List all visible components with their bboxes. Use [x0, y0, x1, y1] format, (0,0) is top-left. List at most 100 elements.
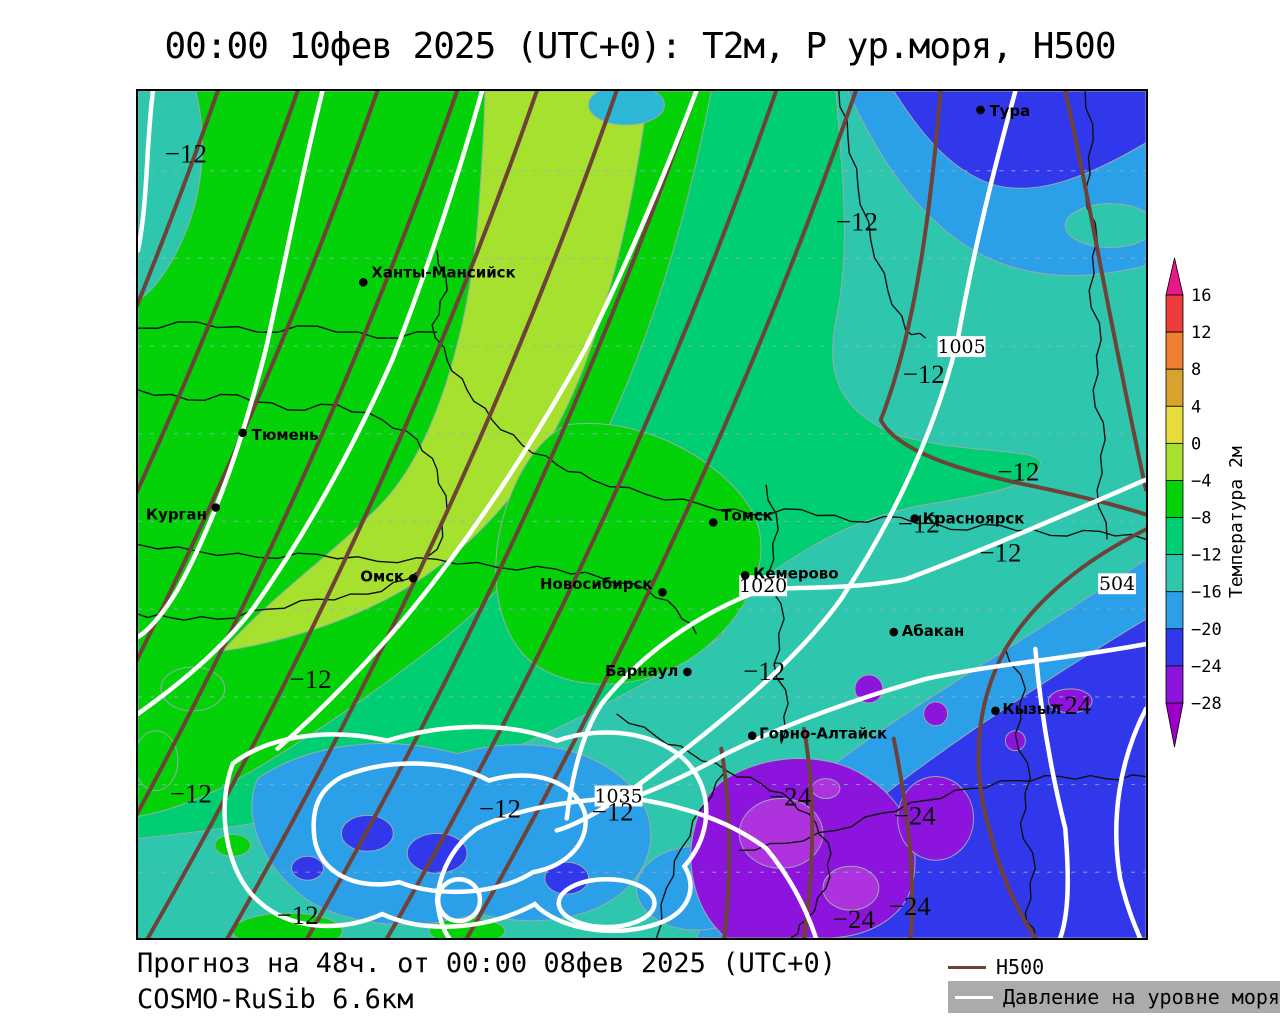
city-label: Горно-Алтайск — [759, 725, 887, 743]
h500-legend-label: H500 — [996, 955, 1045, 979]
isotherm-label: −12 — [289, 664, 331, 694]
city-label: Тюмень — [252, 426, 319, 444]
colorbar-segment — [1165, 331, 1184, 370]
colorbar-tick-label: −20 — [1191, 620, 1222, 640]
city-dot — [747, 731, 757, 741]
isotherm-label: −12 — [165, 139, 207, 169]
city-dot — [359, 278, 368, 287]
isotherm-label: −12 — [170, 778, 212, 808]
h500-contours-layer — [138, 91, 1146, 938]
colorbar-tick-label: −16 — [1191, 583, 1222, 603]
city-dot — [683, 667, 692, 677]
city-label: Абакан — [902, 622, 965, 640]
isotherm-label: −24 — [894, 800, 937, 830]
colorbar-segment — [1165, 294, 1184, 333]
colorbar-segment — [1165, 405, 1184, 444]
pressure-label-box — [1098, 573, 1137, 595]
colorbar-tick-label: −4 — [1191, 471, 1211, 491]
pressure-labels-layer: 1005 1020 1035 504 — [594, 336, 1137, 807]
admin-border — [431, 250, 593, 481]
pressure-label: 1020 — [739, 575, 787, 597]
isotherm-label: −12 — [276, 900, 318, 930]
city-label: Кызыл — [1002, 700, 1061, 718]
city-dot — [408, 573, 418, 583]
colorbar-arrow-bottom — [1165, 702, 1184, 748]
isotherm-label: −12 — [592, 796, 634, 826]
colorbar-segment — [1165, 665, 1184, 704]
colorbar-tick-label: −12 — [1191, 546, 1222, 566]
city-dot — [709, 518, 718, 527]
legend-h500: H500 — [948, 955, 1044, 979]
page-title: 00:00 10фев 2025 (UTC+0): Т2м, Р ур.моря… — [164, 26, 1117, 67]
colorbar-segment — [1165, 554, 1184, 593]
pressure-line-sample — [955, 995, 993, 999]
city-dot — [976, 105, 985, 115]
city-label: Ханты-Мансийск — [371, 263, 515, 281]
colorbar-segment — [1165, 368, 1184, 407]
city-label: Курган — [146, 505, 207, 523]
pressure-legend-label: Давление на уровне моря — [1003, 985, 1280, 1009]
temperature-labels-layer: −12−12−12−12−12−12−12−12−12 −12 −12−12−24−… — [165, 139, 1092, 934]
isotherm-label: −12 — [979, 537, 1021, 567]
isotherm-label: −12 — [479, 793, 521, 823]
colorbar-tick-label: 16 — [1191, 286, 1211, 306]
colorbar-segment — [1165, 591, 1184, 630]
pressure-label: 1035 — [594, 785, 642, 807]
city-label: Томск — [721, 506, 773, 524]
admin-border — [655, 770, 727, 938]
colorbar-segment — [1165, 480, 1184, 518]
pressure-label-box — [594, 785, 643, 807]
isotherm-label: −12 — [898, 508, 940, 538]
isotherm-label: −12 — [836, 207, 878, 237]
colorbar-segment — [1165, 628, 1184, 667]
city-label: Тура — [989, 102, 1030, 120]
weather-map: 1005 1020 1035 504 −12 −12 −12 −12 −12 −12 −12 −12… — [136, 89, 1148, 940]
city-label: Кемерово — [753, 564, 838, 582]
colorbar-tick-label: 0 — [1191, 434, 1201, 454]
city-dot — [238, 428, 247, 438]
colorbar-tick-label: −24 — [1191, 657, 1222, 677]
legend-pressure: Давление на уровне моря — [948, 981, 1280, 1013]
colorbar-arrow-top — [1165, 257, 1184, 296]
pressure-label-box — [937, 336, 986, 358]
isotherm-label: −24 — [833, 904, 876, 934]
city-label: Красноярск — [923, 509, 1025, 527]
city-dot — [910, 514, 919, 523]
isotherm-label: −24 — [889, 891, 932, 921]
city-dot — [740, 570, 750, 580]
city-label: Омск — [360, 567, 404, 585]
city-dot — [991, 706, 1000, 716]
isotherm-label: −12 — [743, 656, 785, 686]
model-info-line: COSMO-RuSib 6.6км — [137, 984, 414, 1015]
isotherm-label: −24 — [1049, 690, 1092, 720]
admin-border — [138, 543, 697, 635]
isotherm-label: −12 — [903, 359, 945, 389]
h500-line-sample — [948, 965, 986, 969]
temperature-colorbar: 16 12 8 4 0 −4 −8 −12 −16 −20 −24 −28 — [1165, 257, 1222, 748]
colorbar-tick-label: 8 — [1191, 360, 1201, 380]
city-dot — [211, 503, 221, 512]
pressure-label-box — [739, 575, 788, 597]
weather-map-canvas: 1005 1020 1035 504 −12 −12 −12 −12 −12 −12 −12 −12… — [138, 91, 1146, 938]
admin-border — [765, 484, 789, 744]
city-dot — [658, 587, 667, 597]
city-label: Барнаул — [605, 662, 678, 680]
colorbar-title: Температура 2м — [1226, 446, 1247, 598]
admin-border — [1004, 648, 1037, 938]
pressure-label: 1005 — [937, 336, 985, 358]
colorbar-tick-label: −28 — [1191, 694, 1222, 714]
colorbar-tick-label: −8 — [1191, 509, 1211, 529]
isotherm-label: −24 — [769, 781, 812, 811]
forecast-info-line: Прогноз на 48ч. от 00:00 08фев 2025 (UTC… — [137, 948, 836, 979]
pressure-label: 504 — [1099, 573, 1135, 595]
colorbar-tick-label: 4 — [1191, 397, 1201, 417]
cities-layer: Тура Ханты-Мансийск Тюмень Курган Омск Томск Н… — [146, 102, 1061, 743]
isotherm-label: −12 — [997, 457, 1039, 487]
admin-border — [1084, 91, 1108, 540]
city-dot — [889, 627, 899, 637]
colorbar-tick-label: 12 — [1191, 323, 1211, 343]
colorbar-segment — [1165, 442, 1184, 481]
colorbar-segment — [1165, 517, 1184, 556]
admin-border — [616, 713, 832, 938]
